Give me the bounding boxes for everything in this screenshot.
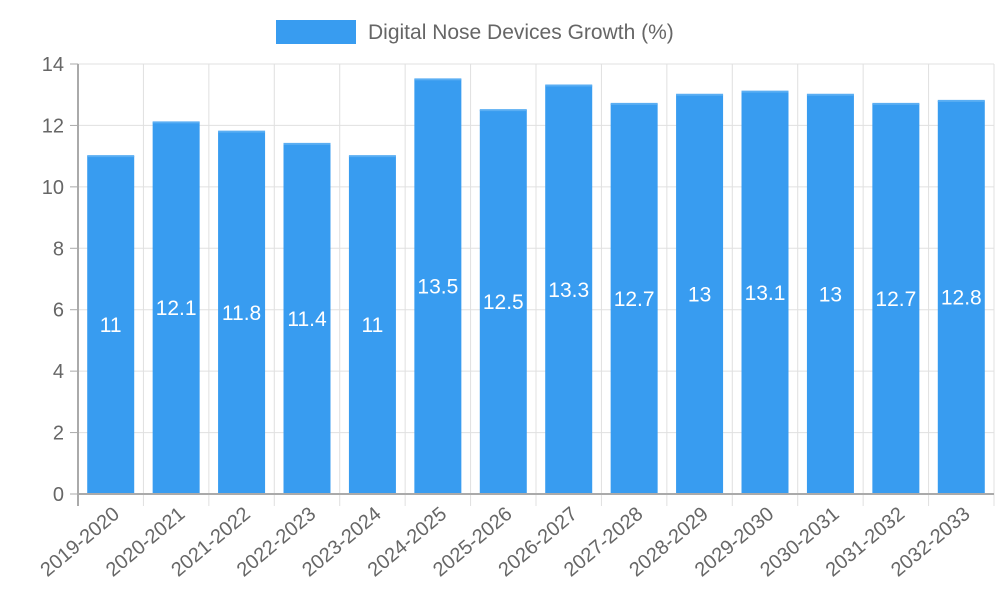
legend[interactable]: Digital Nose Devices Growth (%) [276,20,674,44]
data-label: 11 [362,314,384,337]
bar [414,79,462,494]
grid-lines [77,63,995,506]
data-label: 13 [819,283,842,306]
data-label: 12.7 [875,288,916,311]
data-label: 12.7 [614,288,655,311]
bar [479,110,527,495]
bar [348,156,396,494]
y-tick-label: 10 [42,177,64,199]
data-label: 11.4 [287,308,327,331]
bar [545,85,593,494]
data-label: 12.1 [156,297,197,320]
y-tick-label: 12 [42,115,64,137]
bar [610,103,658,494]
bar [806,94,854,494]
y-tick-label: 2 [53,423,64,445]
bars: 11 12.1 11.8 11.4 11 13.5 12.5 13.3 12.7 13 13.1 13… [87,78,985,495]
bar [676,94,724,494]
legend-label: Digital Nose Devices Growth (%) [368,21,674,44]
y-tick-label: 6 [53,300,64,322]
bar [152,122,200,494]
data-label: 11.8 [222,302,261,325]
data-label: 12.8 [941,286,982,309]
data-label: 13 [688,283,711,306]
bar [283,143,331,494]
bar [872,103,920,494]
bar [218,131,266,495]
data-label: 12.5 [483,291,524,314]
data-label: 13.3 [548,279,589,302]
data-label: 11 [100,314,122,337]
legend-swatch [276,20,356,44]
data-label: 13.5 [417,276,458,299]
y-tick-label: 4 [53,361,64,383]
bar [87,156,135,494]
y-tick-label: 14 [42,54,64,76]
y-tick-label: 8 [53,238,64,260]
bar [937,100,985,494]
bar [741,91,789,495]
y-tick-label: 0 [53,484,64,506]
data-label: 13.1 [745,282,786,305]
